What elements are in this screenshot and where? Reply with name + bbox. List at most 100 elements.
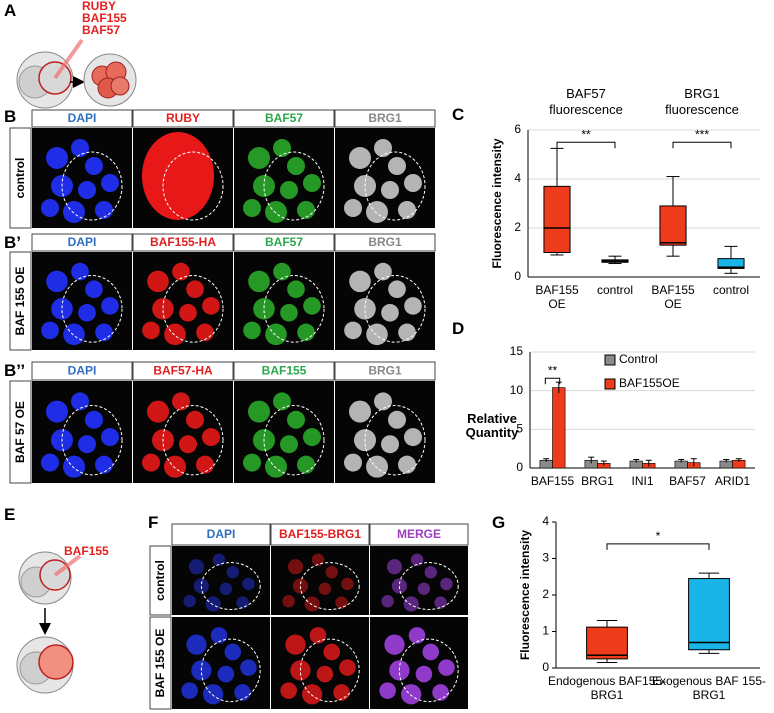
- nucleus: [63, 455, 85, 478]
- nucleus: [404, 174, 422, 192]
- channel-label: BAF57: [265, 111, 303, 125]
- nucleus: [203, 684, 224, 705]
- nucleus: [339, 659, 356, 676]
- nucleus: [403, 596, 419, 612]
- nucleus: [179, 303, 197, 322]
- channel-header: [334, 233, 436, 252]
- nucleus: [147, 270, 169, 293]
- y-tick-label: 0: [542, 660, 549, 674]
- panel-label: A: [4, 1, 17, 20]
- panel-label: E: [4, 505, 16, 524]
- nucleus: [408, 627, 426, 644]
- nucleus: [234, 684, 251, 701]
- nucleus: [280, 303, 298, 322]
- nucleus: [71, 262, 89, 281]
- channel-header: [233, 361, 335, 381]
- nucleus: [71, 392, 89, 411]
- nucleus: [344, 321, 362, 340]
- nucleus: [273, 392, 291, 411]
- nucleus: [280, 682, 297, 699]
- nucleus: [438, 659, 455, 676]
- nucleus: [287, 280, 305, 299]
- channel-label: DAPI: [68, 364, 97, 378]
- nucleus: [287, 157, 305, 175]
- y-tick-label: 10: [510, 383, 524, 397]
- channel-header: [31, 361, 133, 381]
- outline: [200, 562, 261, 610]
- significance-bracket: [606, 543, 710, 550]
- bar: [552, 387, 566, 469]
- nucleus: [404, 297, 422, 315]
- y-tick-label: 1: [542, 624, 549, 638]
- x-tick-label: BAF155 OE: [535, 283, 579, 311]
- nucleus: [242, 577, 255, 591]
- channel-header: [132, 233, 234, 252]
- nucleus: [224, 643, 242, 661]
- outline: [200, 638, 261, 703]
- nucleus: [344, 199, 362, 217]
- nucleus: [248, 270, 270, 293]
- nucleus: [186, 634, 207, 655]
- nucleus: [349, 400, 371, 423]
- panel-label: G: [492, 513, 506, 532]
- injected-label: BAF155: [82, 11, 127, 25]
- box: [717, 258, 745, 269]
- nucleus: [243, 199, 261, 217]
- nucleus: [273, 139, 291, 157]
- nucleus: [280, 435, 298, 454]
- nucleus: [41, 199, 59, 217]
- nucleus: [404, 428, 422, 447]
- nucleus: [316, 665, 334, 683]
- box: [659, 205, 687, 246]
- nucleus: [181, 682, 198, 699]
- nucleus: [285, 634, 306, 655]
- outline: [263, 151, 325, 221]
- nucleus: [344, 453, 362, 472]
- nucleus: [432, 684, 449, 701]
- nucleus: [303, 297, 321, 315]
- nucleus: [341, 577, 354, 591]
- nucleus: [202, 297, 220, 315]
- nucleus: [282, 594, 295, 608]
- panel-label: B’: [4, 233, 21, 252]
- legend-swatch: [604, 354, 616, 366]
- nucleus: [303, 174, 321, 192]
- nucleus: [374, 392, 392, 411]
- channel-label: BAF57: [265, 235, 303, 249]
- nucleus: [212, 553, 226, 567]
- legend-label: Control: [619, 352, 658, 366]
- nucleus: [78, 435, 96, 454]
- panel-label: C: [452, 105, 465, 124]
- panel-label: B’’: [4, 361, 26, 380]
- nucleus: [41, 321, 59, 340]
- nucleus: [304, 596, 320, 612]
- outline: [162, 151, 224, 221]
- nucleus: [217, 665, 235, 683]
- outline: [364, 275, 426, 343]
- nucleus: [142, 453, 160, 472]
- row-label-box: [9, 380, 32, 484]
- nucleus: [164, 455, 186, 478]
- channel-header: [334, 361, 436, 381]
- outline: [61, 404, 123, 476]
- channel-label: BAF155: [262, 364, 307, 378]
- outline: [364, 404, 426, 476]
- y-axis-label: Fluorescence intensity: [518, 530, 532, 660]
- outline: [263, 275, 325, 343]
- channel-label: BRG1: [368, 111, 402, 125]
- channel-label: BRG1: [368, 364, 402, 378]
- injected-label: BAF155: [64, 544, 109, 558]
- injected-label: RUBY: [82, 0, 116, 13]
- x-tick-label: BRG1: [581, 474, 614, 488]
- embryo-diagram-a: [16, 38, 137, 109]
- row-label-box: [149, 616, 172, 710]
- nucleus: [78, 303, 96, 322]
- group-title: BRG1 fluorescence: [665, 86, 739, 117]
- outline: [263, 404, 325, 476]
- nucleus: [196, 323, 214, 342]
- row-label-box: [9, 127, 32, 229]
- significance-label: ***: [695, 127, 709, 141]
- nucleus: [323, 643, 341, 661]
- x-tick-label: control: [596, 283, 634, 297]
